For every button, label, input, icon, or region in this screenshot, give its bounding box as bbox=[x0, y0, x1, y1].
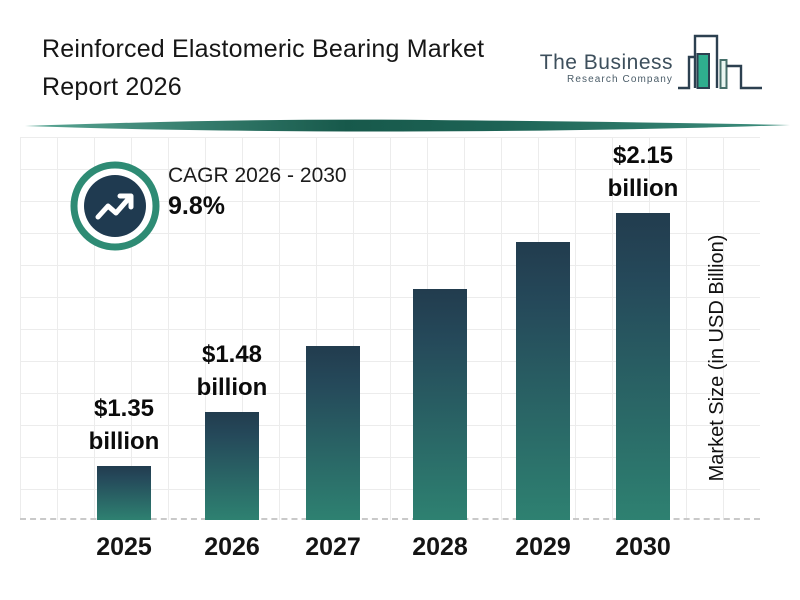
value-unit: billion bbox=[196, 374, 268, 401]
x-tick-2029: 2029 bbox=[515, 533, 571, 561]
x-tick-2030: 2030 bbox=[615, 533, 671, 561]
x-tick-2025: 2025 bbox=[96, 533, 152, 561]
value-unit: billion bbox=[88, 428, 160, 455]
value-amount: $2.15 bbox=[612, 142, 674, 169]
bar-2027 bbox=[306, 346, 360, 520]
cagr-badge: CAGR 2026 - 2030 9.8% bbox=[70, 158, 400, 254]
x-tick-2028: 2028 bbox=[412, 533, 468, 561]
bar-column-2025: $1.35 billion 2025 bbox=[64, 137, 184, 561]
bar-2025 bbox=[97, 466, 151, 520]
x-tick-2026: 2026 bbox=[204, 533, 260, 561]
bar-column-2029: 2029 bbox=[483, 137, 603, 561]
cagr-value: 9.8% bbox=[168, 192, 225, 220]
cagr-label: CAGR 2026 - 2030 bbox=[168, 164, 347, 187]
bar-column-2028: 2028 bbox=[380, 137, 500, 561]
bar-value-label: $1.48 billion bbox=[197, 338, 268, 404]
bar-column-2026: $1.48 billion 2026 bbox=[172, 137, 292, 561]
value-amount: $1.35 bbox=[93, 395, 155, 422]
bar-column-2027: 2027 bbox=[273, 137, 393, 561]
page-title-line2: Report 2026 bbox=[42, 73, 182, 101]
page-title: Reinforced Elastomeric Bearing Market Re… bbox=[42, 30, 562, 106]
bar-2026 bbox=[205, 412, 259, 520]
x-tick-2027: 2027 bbox=[305, 533, 361, 561]
bar-2029 bbox=[516, 242, 570, 520]
bar-2030 bbox=[616, 213, 670, 520]
page-title-line1: Reinforced Elastomeric Bearing Market bbox=[42, 35, 485, 63]
bar-value-label: $2.15 billion bbox=[608, 139, 679, 205]
bar-column-2030: $2.15 billion 2030 bbox=[583, 137, 703, 561]
bar-2028 bbox=[413, 289, 467, 520]
divider-ribbon bbox=[25, 119, 790, 132]
value-unit: billion bbox=[607, 175, 679, 202]
bar-value-label: $1.35 billion bbox=[89, 392, 160, 458]
company-name: The Business bbox=[539, 51, 673, 74]
y-axis-label: Market Size (in USD Billion) bbox=[706, 234, 728, 482]
value-amount: $1.48 bbox=[201, 341, 263, 368]
company-logo: The Business Research Company bbox=[540, 30, 763, 102]
trending-up-icon bbox=[70, 161, 160, 251]
company-tagline: Research Company bbox=[567, 74, 673, 85]
logo-bars-icon bbox=[678, 34, 762, 90]
company-logo-text: The Business Research Company bbox=[540, 52, 673, 86]
cagr-text: CAGR 2026 - 2030 9.8% bbox=[168, 162, 347, 222]
